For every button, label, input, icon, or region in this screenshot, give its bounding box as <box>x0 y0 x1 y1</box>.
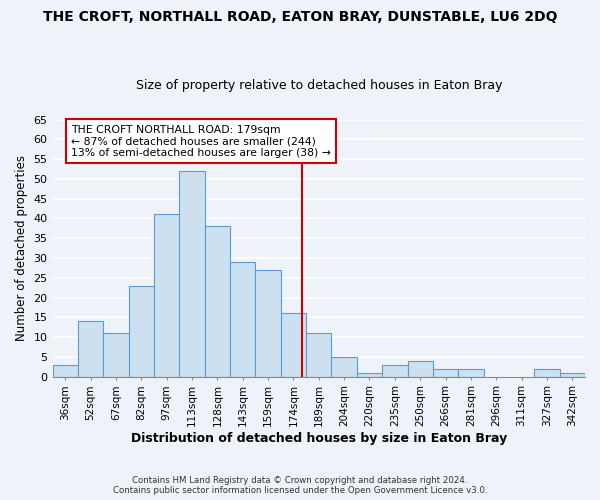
Bar <box>534 369 560 376</box>
Bar <box>179 171 205 376</box>
Text: THE CROFT, NORTHALL ROAD, EATON BRAY, DUNSTABLE, LU6 2DQ: THE CROFT, NORTHALL ROAD, EATON BRAY, DU… <box>43 10 557 24</box>
Bar <box>357 372 382 376</box>
Bar <box>230 262 256 376</box>
Bar <box>205 226 230 376</box>
Text: Contains HM Land Registry data © Crown copyright and database right 2024.
Contai: Contains HM Land Registry data © Crown c… <box>113 476 487 495</box>
Bar <box>78 322 103 376</box>
Y-axis label: Number of detached properties: Number of detached properties <box>15 155 28 341</box>
Bar <box>433 369 458 376</box>
Title: Size of property relative to detached houses in Eaton Bray: Size of property relative to detached ho… <box>136 79 502 92</box>
Bar <box>458 369 484 376</box>
Bar <box>331 357 357 376</box>
Bar <box>281 314 306 376</box>
Bar <box>306 333 331 376</box>
Bar <box>407 361 433 376</box>
Bar <box>103 333 128 376</box>
Bar <box>128 286 154 376</box>
Bar <box>560 372 585 376</box>
X-axis label: Distribution of detached houses by size in Eaton Bray: Distribution of detached houses by size … <box>131 432 507 445</box>
Bar <box>53 365 78 376</box>
Text: THE CROFT NORTHALL ROAD: 179sqm
← 87% of detached houses are smaller (244)
13% o: THE CROFT NORTHALL ROAD: 179sqm ← 87% of… <box>71 124 331 158</box>
Bar <box>256 270 281 376</box>
Bar <box>382 365 407 376</box>
Bar <box>154 214 179 376</box>
